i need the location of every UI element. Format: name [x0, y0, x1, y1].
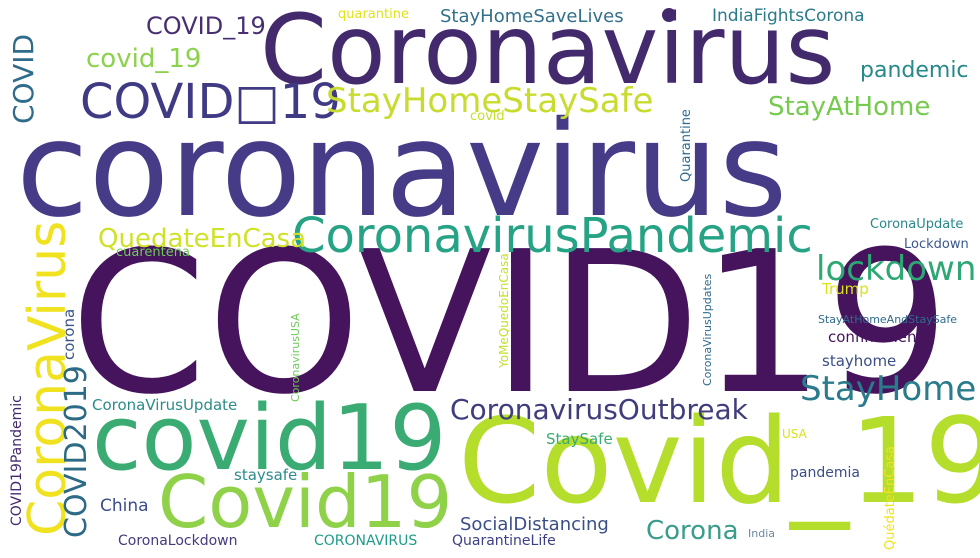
word-coronavirus-large: coronavirus — [16, 93, 788, 247]
word-stayhomestaysafe: StayHomeStaySafe — [326, 81, 654, 121]
word-stayhome: StayHome — [800, 369, 977, 409]
word-covid-box-19: COVID□19 — [80, 74, 341, 130]
word-stayathome: StayAtHome — [768, 92, 931, 122]
word-yomequedoencasa-vertical: YoMeQuedoEnCasa — [497, 253, 511, 368]
dot-decoration — [662, 8, 676, 22]
word-covid19pandemic-vertical: COVID19Pandemic — [9, 395, 25, 526]
word-confinement: confinement — [828, 328, 923, 346]
word-quarantine-vertical: Quarantine — [679, 109, 694, 182]
word-stayhome-lower: stayhome — [822, 352, 897, 370]
word-covid-underscore-19: Covid_19 — [458, 392, 980, 530]
word-staysafe-caps: StaySafe — [546, 430, 613, 448]
word-staysafe-lower: staysafe — [234, 466, 298, 484]
word-quarantine-lower: quarantine — [338, 7, 409, 22]
word-coronavirusupdates-vertical: CoronaVirusUpdates — [701, 273, 714, 386]
word-pandemia: pandemia — [790, 465, 860, 481]
word-corona: Corona — [646, 516, 739, 546]
word-coronavirususa-vertical: CoronavirusUSA — [289, 313, 302, 402]
word-coronavirus-caps: CORONAVIRUS — [314, 533, 418, 549]
word-social-distancing: SocialDistancing — [460, 514, 609, 535]
word-quedateencasa: QuedateEnCasa — [98, 224, 307, 254]
word-lockdown-caps: Lockdown — [904, 237, 969, 252]
word-china: China — [100, 496, 149, 516]
word-coronaupdate: CoronaUpdate — [870, 217, 964, 232]
word-coronavirus-pandemic: CoronavirusPandemic — [292, 208, 813, 264]
word-usa: USA — [782, 427, 807, 441]
word-quarantinelife: QuarantineLife — [452, 533, 556, 549]
word-covid19-largest: COVID19 — [70, 210, 950, 438]
word-pandemic: pandemic — [860, 58, 969, 83]
word-covid-vertical: COVID — [7, 33, 40, 124]
word-stayathomeandstaysafe: StayAtHomeAndStaySafe — [818, 313, 958, 326]
word-coronavirus-title: Coronavirus — [260, 0, 836, 106]
word-coronalockdown: CoronaLockdown — [118, 533, 238, 549]
word-corona-vertical: corona — [60, 308, 78, 360]
word-covid-underscore-caps: COVID_19 — [146, 12, 266, 40]
word-coronavirus-outbreak: CoronavirusOutbreak — [450, 393, 748, 426]
word-covid-lower: covid — [470, 109, 505, 124]
word-coronavirus-update: CoronaVirusUpdate — [92, 396, 238, 414]
word-india: India — [748, 527, 775, 540]
word-cuarentena: cuarentena — [116, 245, 190, 260]
word-lockdown: lockdown — [816, 249, 977, 289]
word-stayhomesavelives: StayHomeSaveLives — [440, 6, 624, 27]
word-covid-underscore-lower: covid_19 — [86, 44, 202, 74]
word-covid2019-vertical: COVID2019 — [59, 365, 94, 538]
word-covid19-mixed: Covid19 — [158, 460, 453, 544]
word-quedateencasa-accent-vertical: QuédateEnCasa — [883, 445, 898, 550]
word-trump: Trump — [822, 280, 869, 298]
word-covid19-lower: covid19 — [92, 386, 447, 491]
word-indiafightscorona: IndiaFightsCorona — [712, 6, 865, 26]
